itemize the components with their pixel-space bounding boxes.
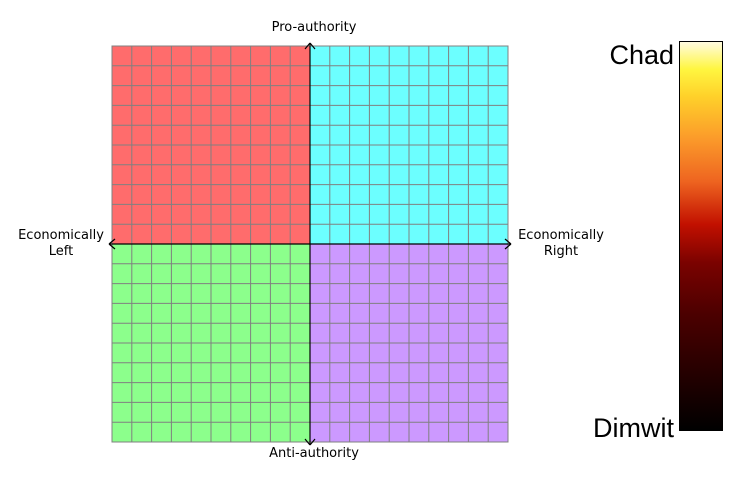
arrow-up-icon [304, 42, 311, 50]
compass-axes [108, 42, 512, 446]
arrow-right-icon [504, 238, 512, 245]
arrow-left-icon [108, 238, 116, 245]
scale-label-bottom: Dimwit [593, 413, 674, 443]
arrow-right-icon [504, 243, 512, 250]
axis-label-right: Economically Right [498, 228, 624, 260]
scale-label-top: Chad [609, 40, 674, 70]
axis-label-right-line2: Right [543, 244, 579, 259]
color-scale-bar [679, 41, 723, 431]
arrow-down-icon [304, 438, 311, 446]
axis-label-top: Pro-authority [271, 20, 357, 35]
arrow-down-icon [309, 438, 316, 446]
axis-label-bottom: Anti-authority [269, 446, 359, 461]
axis-label-left: Economically Left [0, 228, 122, 260]
axis-label-left-line2: Left [48, 244, 74, 259]
arrow-up-icon [309, 42, 316, 50]
axis-label-left-line1: Economically [18, 228, 104, 243]
arrow-left-icon [108, 243, 116, 250]
axis-label-right-line1: Economically [518, 228, 604, 243]
